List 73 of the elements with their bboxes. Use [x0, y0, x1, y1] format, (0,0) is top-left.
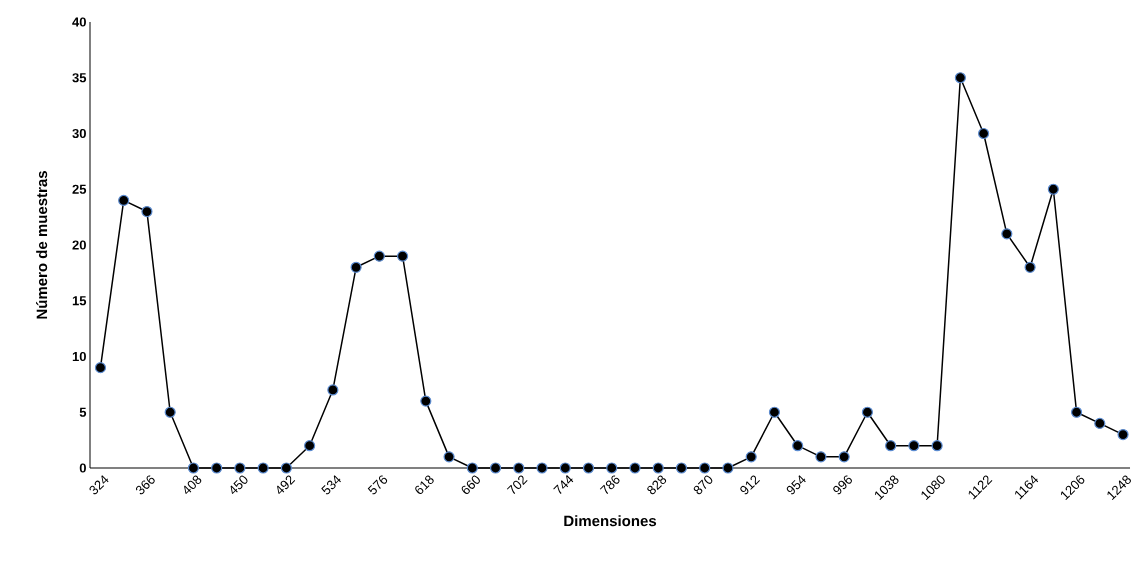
point [397, 250, 409, 262]
x-tick-label: 660 [461, 475, 480, 494]
x-tick-label: 702 [506, 475, 528, 495]
point [280, 462, 292, 474]
x-tick-label: 786 [599, 475, 620, 495]
point [489, 462, 502, 474]
point [373, 250, 385, 262]
point [652, 462, 664, 474]
point [513, 462, 525, 474]
point [536, 462, 548, 474]
x-tick-label: 618 [415, 475, 434, 494]
point [675, 462, 688, 474]
point [606, 462, 618, 474]
y-tick-label: 30 [72, 128, 86, 139]
point [1024, 261, 1036, 273]
x-tick-label: 912 [740, 475, 760, 495]
point [1001, 228, 1013, 240]
point [559, 462, 571, 474]
point [443, 451, 455, 463]
y-tick-label: 25 [72, 184, 87, 194]
point [861, 406, 873, 418]
point [211, 462, 223, 474]
x-tick-label: 450 [230, 475, 248, 495]
y-tick-label: 15 [72, 296, 87, 306]
point [768, 406, 781, 418]
x-tick-label: 576 [367, 475, 388, 495]
point [745, 451, 757, 463]
point [978, 127, 990, 140]
y-tick-label: 10 [72, 351, 86, 362]
x-tick-label: 366 [135, 475, 155, 495]
point [466, 462, 478, 474]
point [908, 440, 920, 452]
y-tick-label: 0 [79, 463, 86, 473]
point [629, 462, 641, 474]
point [118, 194, 130, 206]
x-tick-label: 744 [553, 475, 574, 494]
point [792, 440, 804, 452]
point [187, 462, 199, 474]
x-tick-label: 954 [786, 475, 806, 495]
point [1047, 183, 1059, 195]
point [420, 395, 432, 407]
y-tick-label: 5 [79, 407, 87, 417]
point [141, 205, 153, 218]
x-tick-label: 408 [184, 475, 202, 495]
point [815, 451, 827, 463]
x-axis-title: Dimensiones [564, 515, 657, 527]
point [931, 440, 943, 452]
point [954, 72, 966, 84]
y-tick-label: 35 [72, 73, 87, 83]
x-tick-label: 534 [321, 475, 341, 495]
point [327, 384, 339, 396]
point [234, 462, 246, 474]
point [1117, 428, 1129, 441]
x-tick-label: 492 [277, 475, 296, 495]
x-tick-label: 870 [693, 475, 713, 495]
y-axis-title: Número de muestras [36, 171, 48, 319]
point [838, 451, 850, 463]
x-tick-label: 996 [833, 475, 852, 495]
point [94, 362, 107, 374]
y-tick-label: 20 [72, 240, 86, 250]
x-tick-label: 828 [647, 475, 667, 495]
point [304, 440, 316, 452]
x-tick-label: 324 [89, 475, 109, 495]
y-tick-label: 40 [72, 17, 86, 27]
point [1094, 417, 1106, 429]
point [164, 406, 176, 418]
point [722, 462, 734, 474]
point [1070, 406, 1083, 418]
point [582, 462, 595, 474]
point [699, 462, 711, 474]
point [257, 462, 269, 474]
point [885, 440, 897, 452]
point [350, 261, 362, 273]
